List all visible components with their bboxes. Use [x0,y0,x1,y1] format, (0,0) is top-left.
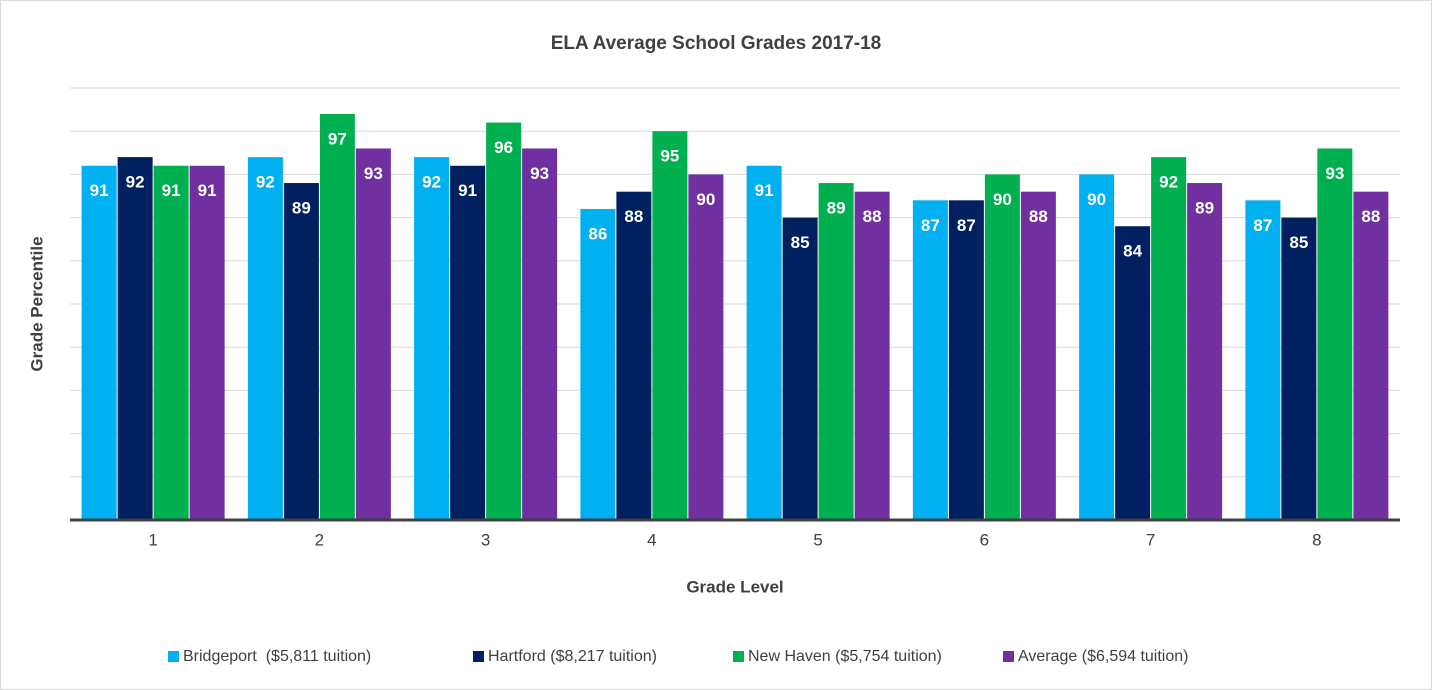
data-label: 91 [90,181,109,200]
data-label: 87 [1253,216,1272,235]
bar [247,157,283,520]
legend-swatch [733,651,744,662]
bar [652,131,688,520]
bar [189,165,225,520]
x-tick-label: 3 [481,530,490,549]
bar [912,200,948,520]
data-label: 89 [292,199,311,218]
data-label: 85 [1289,233,1308,252]
data-label: 86 [588,224,607,243]
bar [688,174,724,520]
data-label: 91 [162,181,181,200]
x-tick-label: 1 [148,530,157,549]
data-label: 93 [364,164,383,183]
bar [616,191,652,520]
bar [1281,217,1317,520]
bar [948,200,984,520]
x-tick-label: 4 [647,530,656,549]
bar [1353,191,1389,520]
bar [1079,174,1115,520]
x-tick-label: 8 [1312,530,1321,549]
bar [283,183,319,521]
legend-label: Hartford ($8,217 tuition) [488,648,657,665]
data-label: 92 [256,173,275,192]
bar [319,113,355,521]
legend-label: Average ($6,594 tuition) [1018,648,1188,665]
bar [414,157,450,520]
legend-swatch [1003,651,1014,662]
data-label: 90 [1087,190,1106,209]
legend-swatch [168,651,179,662]
bar [1187,183,1223,521]
data-label: 91 [198,181,217,200]
x-tick-label: 7 [1146,530,1155,549]
x-axis-label: Grade Level [686,577,783,596]
data-label: 92 [1159,173,1178,192]
data-label: 93 [530,164,549,183]
bar [1317,148,1353,521]
x-tick-label: 5 [813,530,822,549]
bar [450,165,486,520]
data-label: 90 [696,190,715,209]
bar [580,208,616,520]
bar [818,183,854,521]
bar [1020,191,1056,520]
data-label: 89 [1195,199,1214,218]
bar [1151,157,1187,520]
data-label: 93 [1325,164,1344,183]
data-label: 88 [863,207,882,226]
legend-swatch [473,651,484,662]
data-label: 87 [957,216,976,235]
data-label: 91 [755,181,774,200]
data-label: 84 [1123,242,1142,261]
x-tick-label: 2 [315,530,324,549]
bar [746,165,782,520]
data-label: 88 [624,207,643,226]
bar [984,174,1020,520]
legend-label: Bridgeport ($5,811 tuition) [183,648,371,665]
data-label: 90 [993,190,1012,209]
data-label: 89 [827,199,846,218]
data-label: 91 [458,181,477,200]
data-label: 92 [422,173,441,192]
data-label: 92 [126,173,145,192]
bar [1115,226,1151,521]
data-label: 96 [494,138,513,157]
bar [522,148,558,521]
data-label: 87 [921,216,940,235]
bar [81,165,117,520]
chart-title: ELA Average School Grades 2017-18 [551,33,882,54]
bar [486,122,522,520]
data-label: 88 [1029,207,1048,226]
bar [355,148,391,521]
legend-label: New Haven ($5,754 tuition) [748,648,942,665]
bar [1245,200,1281,520]
data-label: 88 [1361,207,1380,226]
bar [117,157,153,520]
data-label: 85 [791,233,810,252]
data-label: 97 [328,129,347,148]
bar [153,165,189,520]
y-axis-label: Grade Percentile [27,236,46,371]
x-tick-label: 6 [980,530,989,549]
data-label: 95 [660,147,679,166]
bar [782,217,818,520]
bar [854,191,890,520]
